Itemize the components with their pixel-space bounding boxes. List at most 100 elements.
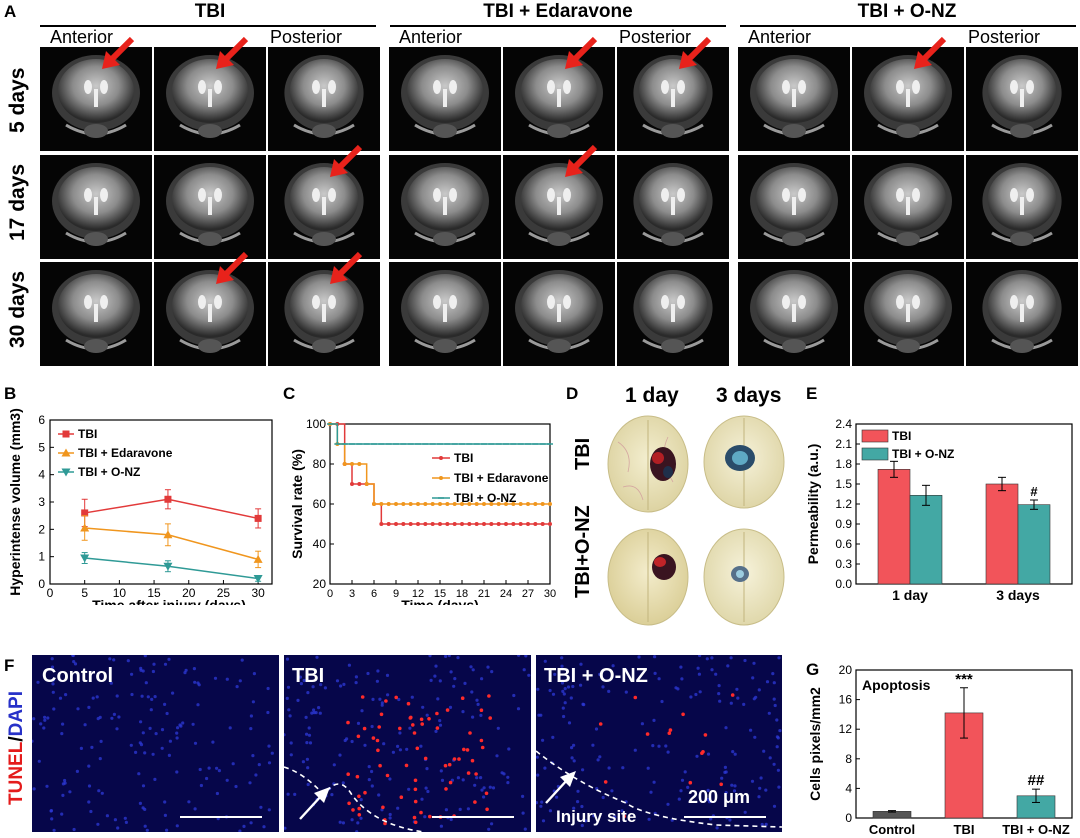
nucleus-dot	[580, 804, 584, 809]
nucleus-dot	[252, 672, 256, 676]
injury-site-label: Injury site	[556, 807, 637, 826]
chart-e-permeability: 0.0 0.3 0.6 0.9 1.2 1.5 1.8 2.1 2.4 Permeability …	[805, 417, 1073, 603]
nucleus-dot	[522, 668, 526, 672]
nucleus-dot	[576, 789, 580, 793]
nucleus-dot	[570, 746, 574, 750]
survival-step-line	[330, 423, 550, 505]
nucleus-dot	[398, 748, 402, 752]
apoptotic-cell-dot	[378, 763, 382, 768]
nucleus-dot	[566, 685, 571, 689]
nucleus-dot	[196, 703, 200, 707]
nucleus-dot	[640, 722, 644, 726]
data-point	[163, 530, 173, 539]
anterior-label: Anterior	[50, 27, 114, 47]
nucleus-dot	[729, 701, 733, 705]
apoptotic-cell-dot	[668, 728, 673, 732]
nucleus-dot	[696, 666, 700, 670]
nucleus-dot	[323, 686, 327, 690]
data-point	[61, 468, 71, 477]
nucleus-dot	[144, 681, 148, 685]
data-point	[61, 448, 71, 457]
nucleus-dot	[539, 804, 543, 808]
data-point	[81, 509, 89, 517]
nucleus-dot	[724, 726, 728, 730]
y-tick-label: 8	[845, 752, 852, 766]
y-axis-label: Survival rate (%)	[289, 449, 305, 559]
arrow-shaft	[109, 36, 135, 62]
apoptotic-cell-dot	[484, 791, 489, 796]
label-separator: /	[6, 736, 27, 742]
x-tick-label: 21	[478, 588, 490, 600]
injury-arrow-icon	[545, 778, 569, 804]
data-point	[357, 482, 362, 486]
nucleus-dot	[637, 655, 641, 659]
mri-slice-image	[40, 262, 152, 366]
lesion-arrow-icon	[216, 251, 249, 284]
nucleus-dot	[64, 693, 68, 697]
nucleus-dot	[461, 710, 465, 714]
mri-slice-image	[503, 47, 615, 151]
x-tick-label: 25	[217, 586, 231, 600]
apoptotic-cell-dot	[419, 717, 424, 722]
apoptotic-cell-dot	[452, 757, 457, 761]
nucleus-dot	[36, 680, 40, 684]
nucleus-dot	[176, 726, 180, 730]
nucleus-dot	[488, 785, 492, 789]
nucleus-dot	[105, 814, 109, 818]
nucleus-dot	[312, 708, 316, 712]
nucleus-dot	[572, 806, 576, 810]
nucleus-dot	[112, 712, 116, 716]
nucleus-dot	[777, 785, 781, 789]
nucleus-dot	[193, 807, 197, 811]
mri-slice-image	[154, 155, 266, 259]
apoptotic-cell-dot	[435, 711, 439, 716]
chart-title: Apoptosis	[862, 677, 931, 693]
nucleus-dot	[285, 696, 289, 700]
nucleus-dot	[215, 791, 219, 796]
apoptotic-cell-dot	[457, 757, 461, 761]
apoptotic-cell-dot	[423, 756, 428, 761]
nucleus-dot	[482, 786, 486, 790]
apoptotic-cell-dot	[363, 790, 367, 795]
scale-bar	[180, 816, 262, 818]
apoptotic-cell-dot	[681, 712, 685, 717]
y-tick-label: 20	[313, 577, 327, 591]
apoptotic-cell-dot	[485, 807, 489, 812]
legend-label: TBI + O-NZ	[892, 447, 954, 461]
apoptotic-cell-dot	[420, 722, 424, 726]
nucleus-dot	[563, 687, 567, 691]
x-tick-label: 0	[47, 586, 54, 600]
nucleus-dot	[307, 726, 311, 730]
nucleus-dot	[583, 819, 588, 823]
y-tick-label: 2.4	[835, 417, 852, 431]
nucleus-dot	[382, 742, 386, 746]
mri-slice-image	[389, 262, 501, 366]
injury-arrow-icon	[299, 794, 323, 820]
nucleus-dot	[594, 727, 599, 731]
mri-slice-image	[738, 155, 850, 259]
nucleus-dot	[553, 672, 557, 676]
data-point	[548, 522, 552, 526]
panel-g-letter: G	[806, 660, 820, 679]
nucleus-dot	[338, 753, 342, 757]
nucleus-dot	[42, 726, 46, 730]
data-point	[62, 430, 70, 438]
y-tick-label: 16	[839, 693, 853, 707]
posterior-label: Posterior	[968, 27, 1041, 47]
panel-d-row-label-onz: TBI+O-NZ	[572, 505, 594, 598]
apoptotic-cell-dot	[385, 773, 390, 778]
nucleus-dot	[407, 787, 411, 791]
y-tick-label: 5	[38, 440, 45, 454]
x-axis-label: Time (days)	[401, 597, 479, 605]
nucleus-dot	[572, 759, 576, 763]
nucleus-dot	[138, 741, 142, 745]
apoptotic-cell-dot	[428, 814, 432, 819]
fluor-image-tbi: TBI	[284, 655, 531, 832]
apoptotic-cell-dot	[362, 726, 367, 731]
nucleus-dot	[129, 743, 133, 747]
nucleus-dot	[341, 821, 345, 825]
arrow-shaft	[572, 36, 598, 62]
nucleus-dot	[426, 789, 430, 794]
data-point	[416, 522, 420, 526]
group-underline-tbi	[40, 25, 376, 27]
